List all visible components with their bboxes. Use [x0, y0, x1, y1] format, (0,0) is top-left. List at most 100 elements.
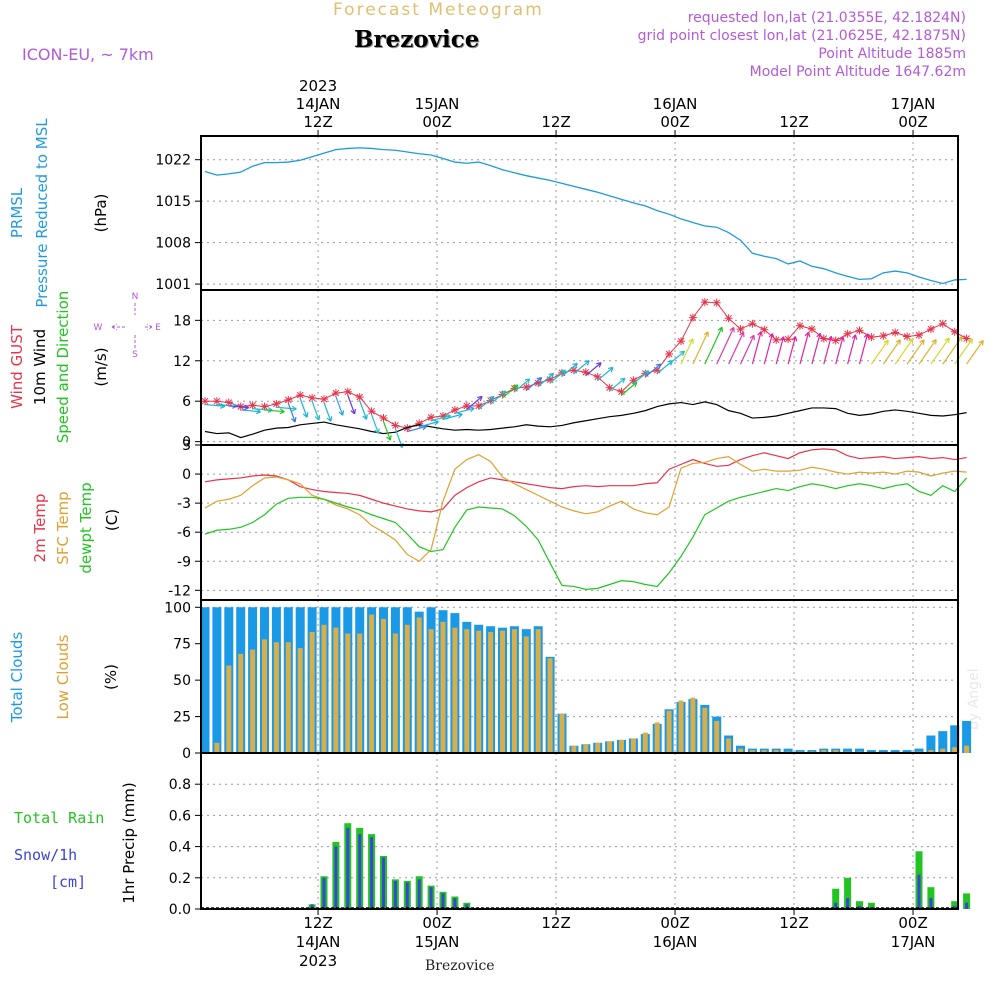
cloud-low-bar: [523, 636, 529, 753]
label-snow: Snow/1h: [14, 846, 77, 864]
gust-marker: [915, 331, 923, 340]
cloud-total-bar: [783, 748, 793, 753]
cloud-low-bar: [226, 665, 232, 753]
wind-arrow: [882, 339, 901, 365]
requested-coords: requested lon,lat (21.0355E, 42.1824N): [687, 10, 966, 26]
cloud-low-bar: [476, 630, 482, 753]
snow-bar: [322, 877, 326, 909]
y-tick-label: -6: [177, 525, 191, 541]
gust-marker: [843, 329, 852, 338]
cloud-total-bar: [890, 750, 900, 753]
time-label-bottom: 00Z: [898, 914, 927, 932]
wind-arrow-head: [433, 419, 439, 426]
wind-arrow-head: [717, 326, 723, 333]
wind-arrow-head: [290, 416, 297, 423]
wind-arrow: [751, 331, 762, 365]
snow-bar: [382, 857, 385, 909]
wind-arrow: [680, 338, 694, 365]
cloud-total-bar: [855, 748, 864, 753]
compass-e: E: [155, 323, 161, 333]
gust-marker: [855, 326, 864, 335]
wind-arrow: [335, 396, 344, 416]
cloud-low-bar: [511, 629, 517, 753]
wind-arrow: [739, 334, 755, 365]
gust-marker: [926, 325, 935, 334]
rain-bar: [832, 888, 840, 909]
cloud-total-bar: [866, 750, 876, 753]
snow-bar: [846, 898, 850, 909]
label-dewpt-temp: dewpt Temp: [77, 482, 95, 573]
wind-arrow: [204, 403, 225, 407]
wind-arrow-head: [314, 414, 321, 421]
gust-marker: [712, 298, 721, 307]
snow-bar: [953, 905, 957, 909]
compass-w: W: [94, 323, 103, 333]
rain-bar: [867, 902, 875, 909]
wind-arrow-head: [500, 390, 507, 396]
gust-marker: [439, 412, 447, 421]
cloud-low-bar: [642, 732, 648, 753]
gust-marker: [248, 401, 257, 410]
time-label-bottom: 2023: [299, 952, 337, 970]
wind-arrow-head: [895, 339, 901, 345]
gust-marker: [796, 321, 804, 330]
footer-location: Brezovice: [425, 958, 495, 974]
cloud-low-bar: [571, 745, 577, 753]
snow-bar: [358, 834, 362, 909]
time-label-bottom: 15JAN: [415, 933, 460, 951]
cloud-low-bar: [547, 658, 553, 753]
panel-frame: [200, 135, 959, 291]
wind-arrow: [894, 338, 914, 365]
wind-arrow-head: [863, 333, 870, 339]
wind-arrow: [763, 333, 774, 365]
cloud-low-bar: [654, 722, 660, 753]
cloud-low-bar: [392, 633, 398, 753]
y-tick-label: 0.8: [169, 777, 191, 793]
wind-arrow: [347, 394, 356, 415]
wind-arrow: [478, 395, 495, 410]
time-label-top: 12Z: [541, 113, 570, 131]
cloud-low-bar: [345, 633, 351, 753]
cloud-low-bar: [488, 632, 494, 753]
cloud-low-bar: [262, 639, 267, 753]
time-label-top: 17JAN: [891, 95, 936, 113]
gust-marker: [331, 389, 340, 398]
wind-arrow-head: [679, 350, 685, 357]
wind-arrow-head: [749, 334, 755, 341]
point-altitude: Point Altitude 1885m: [818, 46, 966, 62]
gust-marker: [534, 379, 543, 387]
cloud-low-bar: [761, 750, 767, 753]
cloud-low-bar: [773, 750, 779, 753]
wind-arrow: [299, 398, 308, 418]
wind-arrow: [382, 421, 391, 441]
snow-bar: [334, 846, 338, 909]
cloud-total-bar: [914, 748, 924, 753]
time-label-bottom: 12Z: [541, 914, 570, 932]
rain-bar: [844, 877, 852, 909]
wind-arrow-head: [457, 412, 463, 419]
gust-marker: [700, 298, 709, 307]
label-speed-direction: Speed and Direction: [54, 291, 72, 444]
wind-arrow-head: [703, 331, 709, 337]
time-label-bottom: 17JAN: [891, 933, 936, 951]
wind-arrow-head: [596, 362, 602, 368]
y-tick-label: 6: [182, 394, 191, 410]
time-label-top: 00Z: [660, 113, 689, 131]
gust-marker: [772, 335, 781, 344]
wind-arrow-head: [572, 362, 578, 369]
cloud-low-bar: [428, 629, 434, 753]
gust-marker: [938, 319, 947, 328]
time-label-top: 12Z: [303, 113, 332, 131]
cloud-low-bar: [321, 624, 327, 753]
model-altitude: Model Point Altitude 1647.62m: [749, 64, 966, 80]
cloud-low-bar: [928, 750, 934, 753]
time-label-top: 15JAN: [415, 95, 460, 113]
gust-marker: [569, 366, 578, 375]
cloud-total-bar: [962, 720, 972, 753]
snow-bar: [965, 902, 969, 909]
cloud-low-bar: [535, 629, 541, 753]
time-label-bottom: 14JAN: [296, 933, 341, 951]
time-label-bottom: 12Z: [779, 914, 808, 932]
wind-arrow-head: [374, 428, 380, 434]
